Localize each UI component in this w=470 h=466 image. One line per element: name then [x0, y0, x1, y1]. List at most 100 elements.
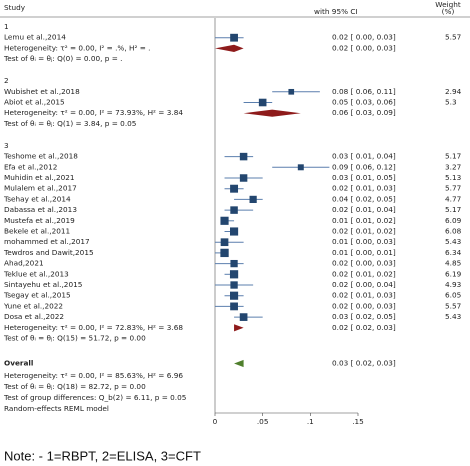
group-test: Test of θᵢ = θⱼ: Q(0) = 0.00, p = . — [3, 54, 123, 63]
ci-label: 0.02 [ 0.01, 0.03] — [332, 184, 396, 193]
study-name: Tsehay et al.,2014 — [3, 194, 71, 203]
ci-header: with 95% CI — [314, 7, 358, 16]
weight-label: 5.17 — [445, 205, 462, 214]
ci-label: 0.02 [ 0.00, 0.03] — [332, 301, 396, 310]
study-marker — [229, 270, 239, 279]
weight-label: 3.27 — [445, 162, 462, 171]
study-marker — [288, 88, 295, 95]
pooled-diamond — [243, 109, 301, 117]
study-name: Dosa et al.,2022 — [4, 312, 64, 321]
study-header: Study — [4, 3, 26, 12]
study-name: Tsegay et al.,2015 — [3, 291, 71, 300]
study-marker — [220, 248, 229, 258]
pooled-diamond — [215, 44, 244, 52]
group-label: 2 — [4, 76, 9, 85]
study-name: Teklue et al.,2013 — [3, 269, 69, 278]
weight-label: 5.57 — [445, 33, 462, 42]
x-tick-label: .15 — [352, 417, 364, 426]
pooled-ci-label: 0.03 [ 0.02, 0.03] — [332, 359, 396, 368]
weight-label: 4.77 — [445, 194, 462, 203]
note: Note: - 1=RBPT, 2=ELISA, 3=CFT — [4, 448, 201, 463]
study-name: Bekele et al.,2011 — [4, 227, 70, 236]
x-tick-label: 0 — [213, 417, 218, 426]
study-name: Efa et al.,2012 — [4, 162, 57, 171]
study-name: Lemu et al.,2014 — [4, 33, 66, 42]
ci-label: 0.02 [ 0.01, 0.02] — [332, 269, 396, 278]
overall-label: Overall — [4, 359, 33, 368]
weight-label: 5.13 — [445, 173, 462, 182]
study-marker — [230, 33, 238, 42]
ci-label: 0.01 [ 0.00, 0.01] — [332, 248, 396, 257]
weight-label: 6.09 — [445, 216, 462, 225]
ci-label: 0.02 [ 0.01, 0.04] — [332, 205, 396, 214]
study-marker — [249, 195, 257, 204]
study-name: Dabassa et al.,2013 — [4, 205, 77, 214]
weight-label: 5.17 — [445, 152, 462, 161]
study-name: Teshome et al.,2018 — [3, 152, 78, 161]
study-name: Abiot et al.,2015 — [4, 98, 65, 107]
study-marker — [230, 184, 239, 193]
group-difference-test: Test of group differences: Q_b(2) = 6.11… — [3, 393, 186, 402]
study-marker — [230, 302, 238, 311]
weight-label: 5.43 — [445, 312, 462, 321]
study-marker — [230, 206, 238, 214]
study-marker — [229, 227, 239, 236]
study-name: Ahad,2021 — [4, 259, 44, 268]
study-marker — [230, 291, 239, 300]
study-name: Tewdros and Dawit,2015 — [3, 248, 94, 257]
ci-label: 0.04 [ 0.02, 0.05] — [332, 194, 396, 203]
ci-label: 0.02 [ 0.01, 0.02] — [332, 227, 396, 236]
study-name: Mustefa et al.,2019 — [4, 216, 75, 225]
weight-label: 6.05 — [445, 291, 461, 300]
ci-label: 0.03 [ 0.01, 0.04] — [332, 152, 396, 161]
group-test: Test of θᵢ = θⱼ: Q(1) = 3.84, p = 0.05 — [3, 119, 136, 128]
weight-label: 6.34 — [445, 248, 462, 257]
overall-test: Test of θᵢ = θⱼ: Q(18) = 82.72, p = 0.00 — [3, 382, 146, 391]
x-tick-label: .1 — [307, 417, 314, 426]
weight-label: 4.93 — [445, 280, 462, 289]
ci-label: 0.03 [ 0.02, 0.05] — [332, 312, 396, 321]
study-name: Sintayehu et al.,2015 — [4, 280, 82, 289]
heterogeneity: Heterogeneity: τ² = 0.00, I² = 72.83%, H… — [4, 323, 183, 332]
ci-label: 0.01 [ 0.00, 0.03] — [332, 237, 396, 246]
pooled-ci-label: 0.06 [ 0.03, 0.09] — [332, 108, 396, 117]
study-name: Wubishet et al.,2018 — [4, 87, 80, 96]
study-name: Yune et al.,2022 — [3, 301, 63, 310]
study-marker — [230, 259, 238, 268]
study-name: Muhidin et al.,2021 — [4, 173, 75, 182]
pooled-diamond — [234, 324, 244, 332]
study-marker — [220, 238, 229, 247]
study-marker — [239, 152, 248, 161]
weight-label: 4.85 — [445, 259, 461, 268]
heterogeneity: Heterogeneity: τ² = 0.00, I² = .%, H² = … — [4, 43, 150, 52]
study-marker — [239, 174, 248, 182]
pooled-diamond — [234, 359, 244, 368]
model-label: Random-effects REML model — [4, 404, 109, 413]
group-label: 1 — [4, 22, 9, 31]
ci-label: 0.03 [ 0.01, 0.05] — [332, 173, 396, 182]
weight-label: 2.94 — [445, 87, 462, 96]
ci-label: 0.01 [ 0.01, 0.02] — [332, 216, 396, 225]
ci-label: 0.08 [ 0.06, 0.11] — [332, 87, 396, 96]
study-marker — [220, 216, 229, 225]
study-name: mohammed et al.,2017 — [4, 237, 90, 246]
ci-label: 0.02 [ 0.00, 0.04] — [332, 280, 396, 289]
ci-label: 0.09 [ 0.06, 0.12] — [332, 162, 396, 171]
study-name: Mulalem et al.,2017 — [4, 184, 77, 193]
heterogeneity: Heterogeneity: τ² = 0.00, I² = 73.93%, H… — [4, 108, 183, 117]
ci-label: 0.02 [ 0.00, 0.03] — [332, 33, 396, 42]
study-marker — [230, 281, 238, 289]
weight-label: 5.77 — [445, 184, 462, 193]
study-marker — [297, 164, 304, 171]
pooled-ci-label: 0.02 [ 0.02, 0.03] — [332, 323, 396, 332]
ci-label: 0.05 [ 0.03, 0.06] — [332, 98, 396, 107]
group-label: 3 — [4, 141, 9, 150]
study-marker — [239, 313, 248, 321]
weight-label: 5.57 — [445, 301, 462, 310]
weight-label: 6.08 — [445, 227, 462, 236]
weight-unit: (%) — [442, 7, 455, 16]
ci-label: 0.02 [ 0.00, 0.03] — [332, 259, 396, 268]
study-marker — [258, 98, 267, 107]
